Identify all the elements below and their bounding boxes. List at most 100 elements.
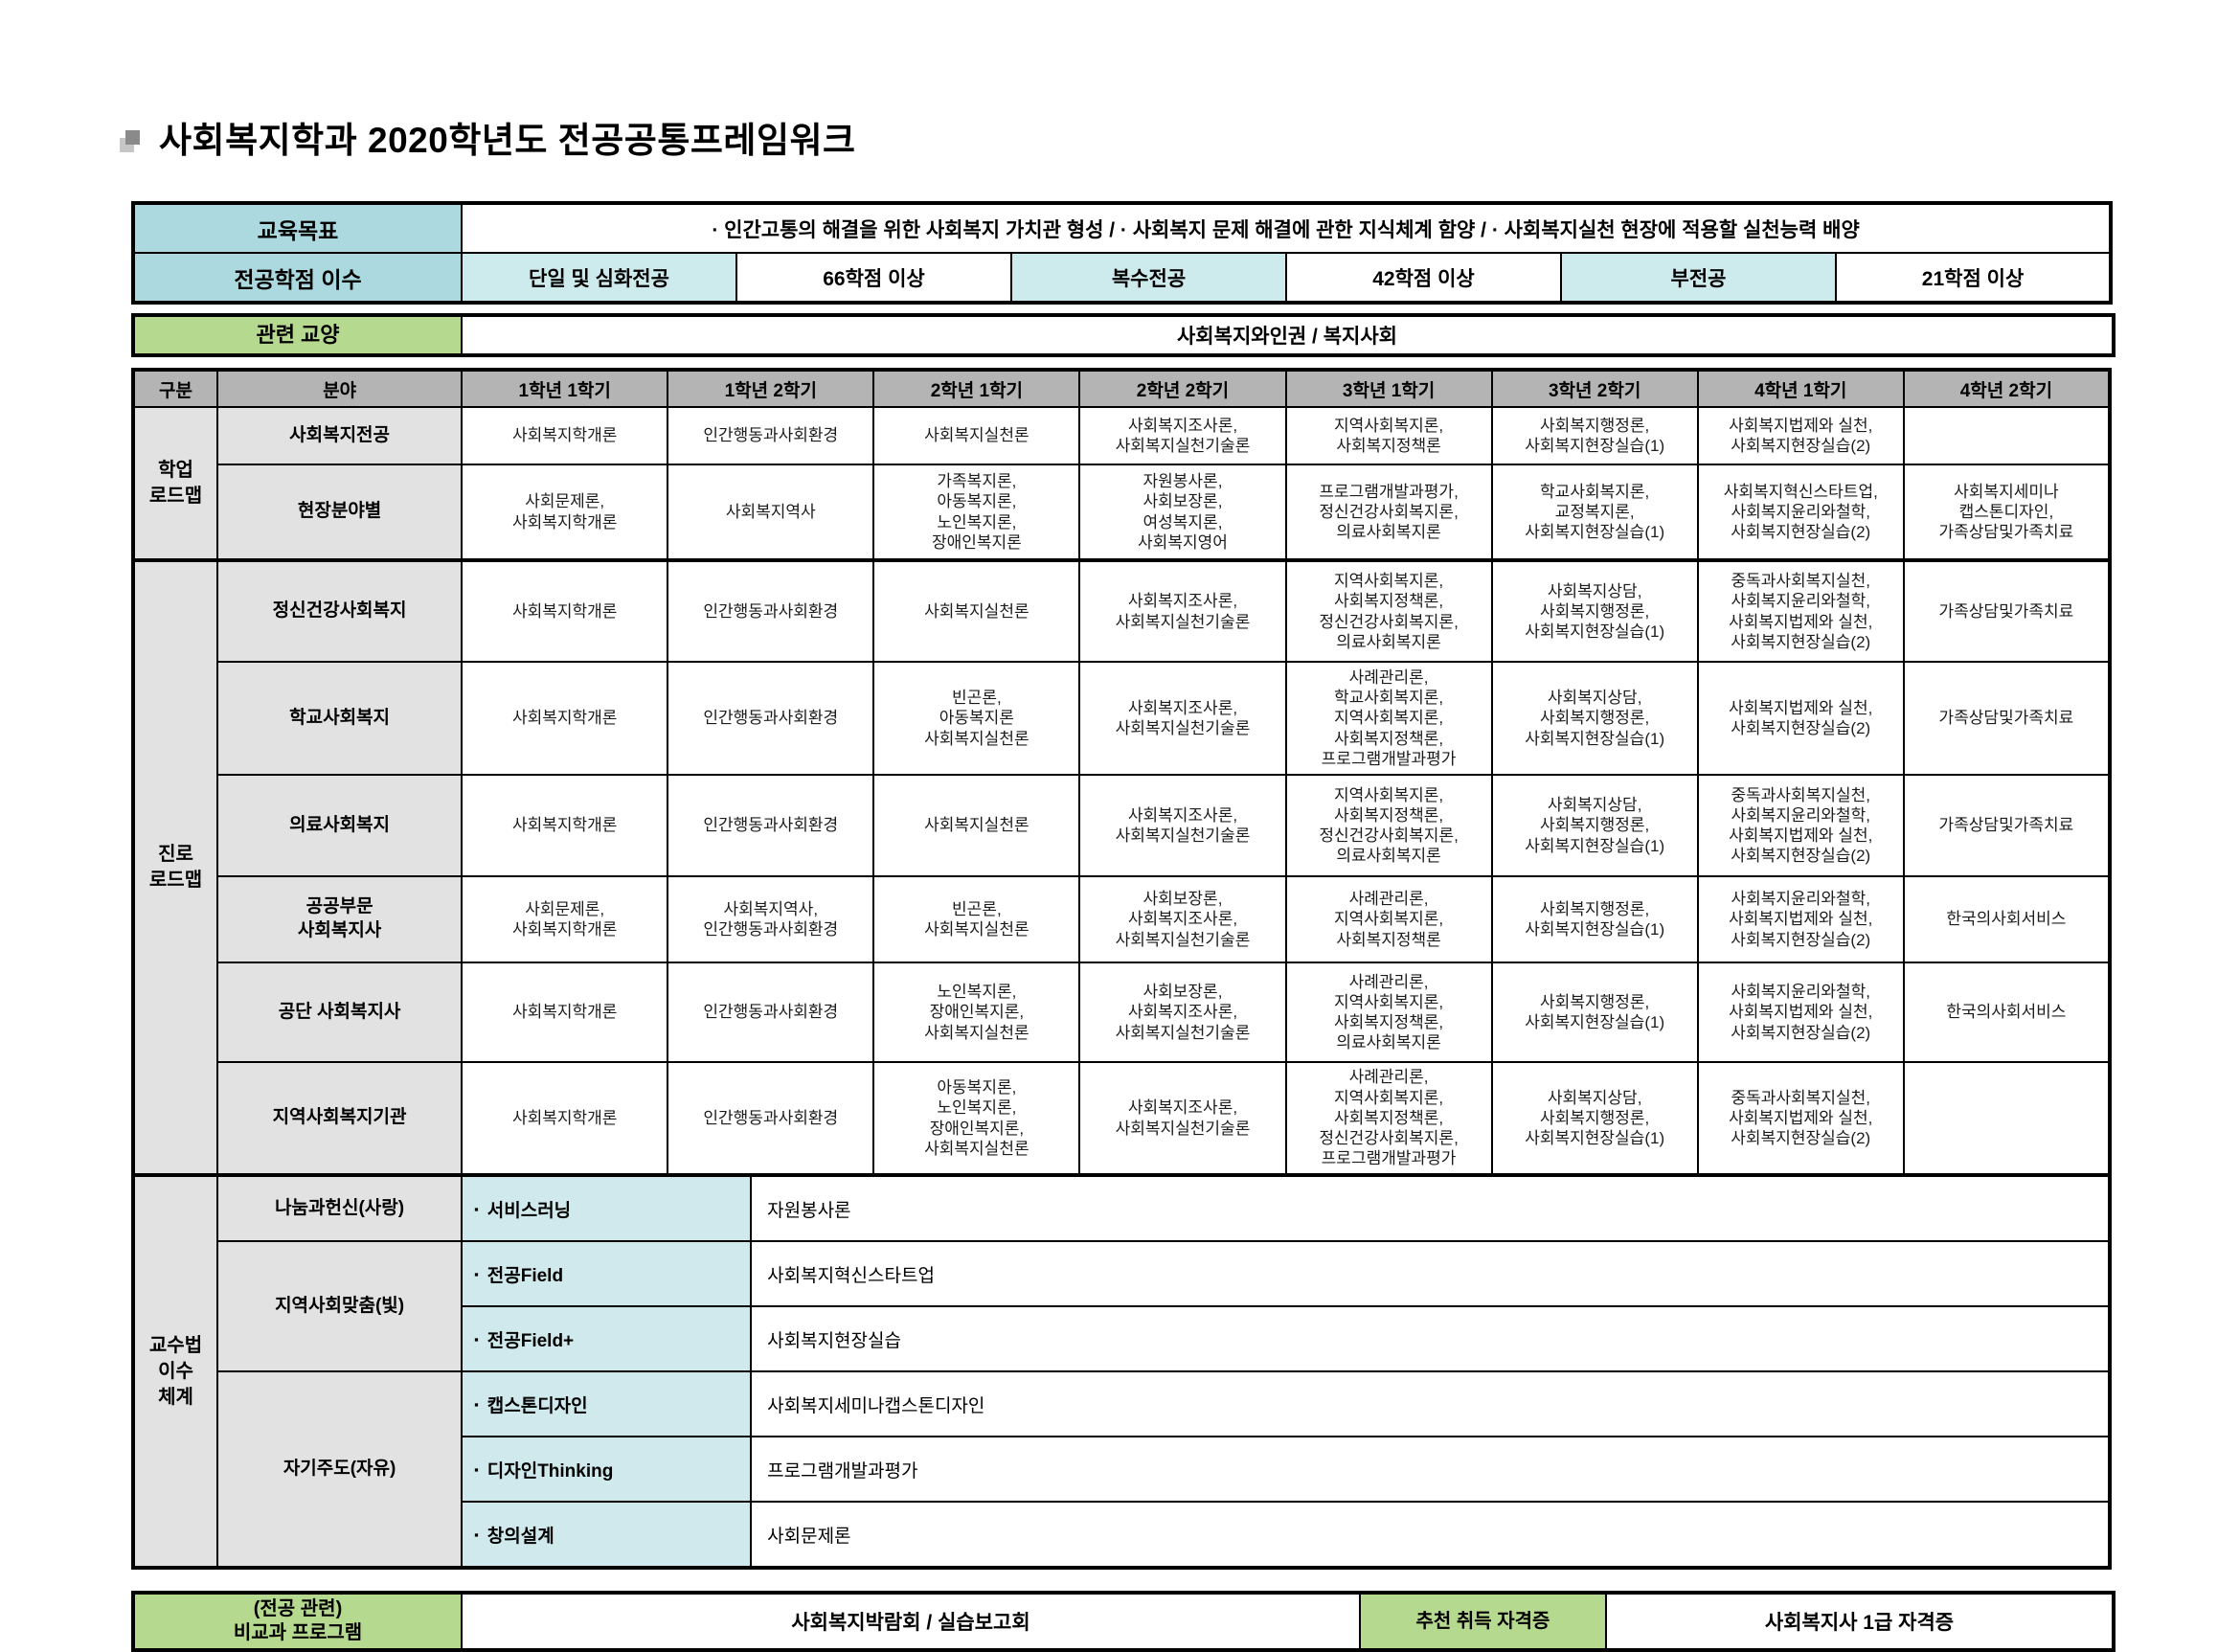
table-row: 지역사회복지기관 사회복지학개론 인간행동과사회환경 아동복지론, 노인복지론,… bbox=[133, 1061, 2112, 1176]
extracurricular-table: (전공 관련) 비교과 프로그램 사회복지박람회 / 실습보고회 추천 취득 자… bbox=[131, 1591, 2116, 1652]
course-cell: 빈곤론, 사회복지실천론 bbox=[872, 875, 1081, 963]
course-cell bbox=[1902, 1061, 2112, 1176]
extracurricular-label: (전공 관련) 비교과 프로그램 bbox=[132, 1592, 463, 1651]
square-bullet-icon: ▪ bbox=[474, 1331, 479, 1346]
method-row: ▪ 디자인Thinking 프로그램개발과평가 bbox=[461, 1436, 2111, 1503]
header-row: 구분 분야 1학년 1학기 1학년 2학기 2학년 1학기 2학년 2학기 3학… bbox=[131, 369, 2112, 408]
table-row: 의료사회복지 사회복지학개론 인간행동과사회환경 사회복지실천론 사회복지조사론… bbox=[133, 774, 2112, 877]
course-cell: 사회복지학개론 bbox=[461, 774, 669, 877]
course-cell: 사회복지조사론, 사회복지실천기술론 bbox=[1078, 661, 1287, 776]
course-cell: 사회복지조사론, 사회복지실천기술론 bbox=[1078, 774, 1287, 877]
liberal-arts-label: 관련 교양 bbox=[132, 314, 463, 356]
course-cell: 지역사회복지론, 사회복지정책론, 정신건강사회복지론, 의료사회복지론 bbox=[1284, 774, 1493, 877]
course-cell: 사회복지윤리와철학, 사회복지법제와 실천, 사회복지현장실습(2) bbox=[1696, 875, 1905, 963]
liberal-arts-table: 관련 교양 사회복지와인권 / 복지사회 bbox=[131, 313, 2116, 357]
course-cell: 사회복지혁신스타트업, 사회복지윤리와철학, 사회복지현장실습(2) bbox=[1696, 464, 1905, 561]
square-bullet-icon: ▪ bbox=[474, 1527, 479, 1542]
course-cell: 사회복지역사, 인간행동과사회환경 bbox=[667, 875, 875, 963]
course-cell: 가족상담및가족치료 bbox=[1902, 558, 2112, 663]
course-cell: 인간행동과사회환경 bbox=[667, 962, 875, 1063]
field-label: 의료사회복지 bbox=[216, 774, 464, 877]
course-cell: 사회복지상담, 사회복지행정론, 사회복지현장실습(1) bbox=[1490, 558, 1699, 663]
table-row: ▪ 창의설계 사회문제론 bbox=[133, 1501, 2111, 1569]
course-cell: 중독과사회복지실천, 사회복지법제와 실천, 사회복지현장실습(2) bbox=[1696, 1061, 1905, 1176]
col-header: 1학년 2학기 bbox=[667, 369, 875, 408]
method-name: 서비스러닝 bbox=[486, 1200, 572, 1221]
credit-amount-cell: 42학점 이상 bbox=[1285, 252, 1562, 304]
course-cell: 사회복지상담, 사회복지행정론, 사회복지현장실습(1) bbox=[1490, 774, 1699, 877]
course-cell: 인간행동과사회환경 bbox=[667, 406, 875, 465]
course-cell: 자원봉사론, 사회보장론, 여성복지론, 사회복지영어 bbox=[1078, 464, 1287, 561]
course-cell: 지역사회복지론, 사회복지정책론, 정신건강사회복지론, 의료사회복지론 bbox=[1284, 558, 1493, 663]
field-label: 사회복지전공 bbox=[216, 406, 464, 465]
method-course: 사회복지현장실습 bbox=[767, 1330, 901, 1351]
course-cell: 가족상담및가족치료 bbox=[1902, 661, 2112, 776]
course-cell: 한국의사회서비스 bbox=[1902, 962, 2112, 1063]
table-row: 현장분야별 사회문제론, 사회복지학개론 사회복지역사 가족복지론, 아동복지론… bbox=[133, 464, 2112, 561]
group-label-academic: 학업 로드맵 bbox=[131, 406, 219, 561]
col-header: 4학년 2학기 bbox=[1902, 369, 2112, 408]
course-cell: 사회복지학개론 bbox=[461, 558, 669, 663]
course-cell: 사회복지조사론, 사회복지실천기술론 bbox=[1078, 406, 1287, 465]
title-row: 사회복지학과 2020학년도 전공공통프레임워크 bbox=[125, 0, 2112, 163]
goals-credits-table: 교육목표 · 인간고통의 해결을 위한 사회복지 가치관 형성 / · 사회복지… bbox=[131, 201, 2114, 305]
course-cell: 사례관리론, 학교사회복지론, 지역사회복지론, 사회복지정책론, 프로그램개발… bbox=[1284, 661, 1493, 776]
course-cell: 사회복지행정론, 사회복지현장실습(1) bbox=[1490, 875, 1699, 963]
field-label: 나눔과헌신(사랑) bbox=[216, 1173, 464, 1242]
course-cell: 사례관리론, 지역사회복지론, 사회복지정책론, 의료사회복지론 bbox=[1284, 962, 1493, 1063]
col-header: 4학년 1학기 bbox=[1696, 369, 1905, 408]
table-row: 학교사회복지 사회복지학개론 인간행동과사회환경 빈곤론, 아동복지론 사회복지… bbox=[133, 661, 2112, 776]
field-label: 정신건강사회복지 bbox=[216, 558, 464, 663]
course-cell: 사회보장론, 사회복지조사론, 사회복지실천기술론 bbox=[1078, 962, 1287, 1063]
course-cell: 인간행동과사회환경 bbox=[667, 1061, 875, 1176]
course-cell: 사회보장론, 사회복지조사론, 사회복지실천기술론 bbox=[1078, 875, 1287, 963]
course-cell: 사회복지실천론 bbox=[872, 774, 1081, 877]
field-label: 공공부문 사회복지사 bbox=[216, 875, 464, 963]
method-label: ▪ 캡스톤디자인 bbox=[464, 1373, 753, 1435]
method-course: 사회문제론 bbox=[767, 1526, 851, 1547]
course-cell: 중독과사회복지실천, 사회복지윤리와철학, 사회복지법제와 실천, 사회복지현장… bbox=[1696, 558, 1905, 663]
course-cell: 학교사회복지론, 교정복지론, 사회복지현장실습(1) bbox=[1490, 464, 1699, 561]
course-cell: 사회복지실천론 bbox=[872, 406, 1081, 465]
course-cell: 인간행동과사회환경 bbox=[667, 558, 875, 663]
course-cell: 사회복지법제와 실천, 사회복지현장실습(2) bbox=[1696, 661, 1905, 776]
table-row: ▪ 전공Field+ 사회복지현장실습 bbox=[133, 1305, 2111, 1372]
course-cell: 사회복지윤리와철학, 사회복지법제와 실천, 사회복지현장실습(2) bbox=[1696, 962, 1905, 1063]
field-label: 공단 사회복지사 bbox=[216, 962, 464, 1063]
square-bullet-icon: ▪ bbox=[474, 1396, 479, 1412]
course-cell: 사회복지역사 bbox=[667, 464, 875, 561]
field-label: 학교사회복지 bbox=[216, 661, 464, 776]
method-course: 사회복지세미나캡스톤디자인 bbox=[767, 1395, 985, 1416]
field-label: 지역사회복지기관 bbox=[216, 1061, 464, 1176]
square-bullet-icon: ▪ bbox=[474, 1201, 479, 1216]
course-cell bbox=[1902, 406, 2112, 465]
course-cell: 가족상담및가족치료 bbox=[1902, 774, 2112, 877]
group-label-career: 진로 로드맵 bbox=[131, 558, 219, 1176]
method-row: ▪ 서비스러닝 자원봉사론 bbox=[461, 1173, 2111, 1242]
method-course: 사회복지혁신스타트업 bbox=[767, 1265, 935, 1286]
table-row: 공단 사회복지사 사회복지학개론 인간행동과사회환경 노인복지론, 장애인복지론… bbox=[133, 962, 2112, 1063]
course-cell: 사회복지세미나 캡스톤디자인, 가족상담및가족치료 bbox=[1902, 464, 2112, 561]
method-name: 전공Field bbox=[486, 1265, 564, 1286]
method-name: 전공Field+ bbox=[486, 1330, 575, 1351]
credit-type-cell: 복수전공 bbox=[1010, 252, 1287, 304]
course-cell: 노인복지론, 장애인복지론, 사회복지실천론 bbox=[872, 962, 1081, 1063]
table-row: ▪ 디자인Thinking 프로그램개발과평가 bbox=[133, 1436, 2111, 1503]
education-goal-label: 교육목표 bbox=[132, 202, 463, 254]
course-cell: 사회복지상담, 사회복지행정론, 사회복지현장실습(1) bbox=[1490, 1061, 1699, 1176]
method-label: ▪ 창의설계 bbox=[464, 1504, 753, 1566]
method-row: ▪ 캡스톤디자인 사회복지세미나캡스톤디자인 bbox=[461, 1370, 2111, 1437]
method-row: ▪ 전공Field 사회복지혁신스타트업 bbox=[461, 1240, 2111, 1307]
course-cell: 사회복지학개론 bbox=[461, 962, 669, 1063]
course-cell: 인간행동과사회환경 bbox=[667, 774, 875, 877]
course-cell: 사회복지학개론 bbox=[461, 661, 669, 776]
square-bullet-icon: ▪ bbox=[474, 1461, 479, 1477]
col-header: 2학년 1학기 bbox=[872, 369, 1081, 408]
course-cell: 프로그램개발과평가, 정신건강사회복지론, 의료사회복지론 bbox=[1284, 464, 1493, 561]
method-label: ▪ 전공Field+ bbox=[464, 1308, 753, 1369]
extracurricular-text: 사회복지박람회 / 실습보고회 bbox=[461, 1592, 1361, 1651]
course-cell: 사회복지학개론 bbox=[461, 406, 669, 465]
field-label: 현장분야별 bbox=[216, 464, 464, 561]
col-header: 분야 bbox=[216, 369, 464, 408]
course-cell: 사례관리론, 지역사회복지론, 사회복지정책론 bbox=[1284, 875, 1493, 963]
